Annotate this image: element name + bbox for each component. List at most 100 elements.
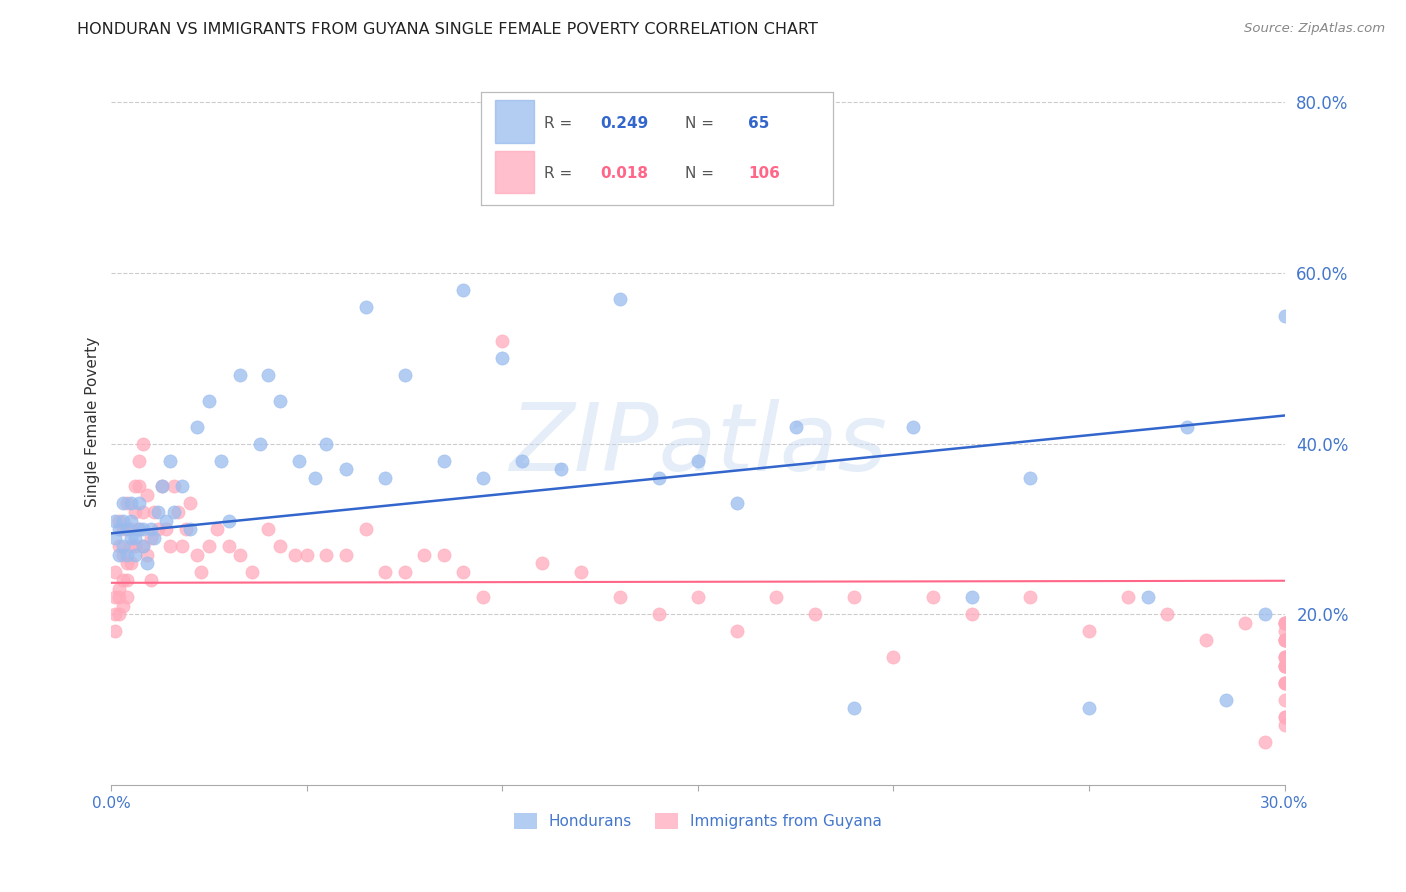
Point xyxy=(163,505,186,519)
Point xyxy=(335,548,357,562)
Point xyxy=(115,548,138,562)
Point xyxy=(256,368,278,383)
Point xyxy=(143,531,166,545)
Point xyxy=(725,624,748,639)
Point xyxy=(304,471,326,485)
Point xyxy=(124,539,146,553)
Point xyxy=(256,522,278,536)
Point xyxy=(159,454,181,468)
Text: ZIPatlas: ZIPatlas xyxy=(509,399,887,490)
Point xyxy=(530,556,553,570)
Point xyxy=(163,479,186,493)
Point xyxy=(471,591,494,605)
Point xyxy=(155,514,177,528)
Point xyxy=(240,565,263,579)
Point xyxy=(115,496,138,510)
Point xyxy=(335,462,357,476)
Point xyxy=(284,548,307,562)
Point xyxy=(569,163,592,178)
Point xyxy=(1274,675,1296,690)
Point xyxy=(844,701,866,715)
Point xyxy=(139,531,162,545)
Point xyxy=(1274,710,1296,724)
Point xyxy=(1254,607,1277,622)
Point xyxy=(167,505,190,519)
Point xyxy=(104,591,127,605)
Point xyxy=(491,334,513,349)
Point xyxy=(269,394,291,409)
Point xyxy=(229,368,252,383)
Point xyxy=(128,479,150,493)
Point xyxy=(179,522,201,536)
Point xyxy=(112,539,135,553)
Point xyxy=(609,591,631,605)
Point xyxy=(198,394,221,409)
Point xyxy=(128,496,150,510)
Point xyxy=(686,454,709,468)
Point xyxy=(131,436,153,450)
Point xyxy=(159,539,181,553)
Point xyxy=(882,650,904,665)
Point xyxy=(1136,591,1159,605)
Point xyxy=(648,471,671,485)
Point xyxy=(135,488,157,502)
Point xyxy=(960,591,983,605)
Point xyxy=(1274,710,1296,724)
Point xyxy=(550,462,572,476)
Point xyxy=(354,522,377,536)
Point xyxy=(115,574,138,588)
Point xyxy=(124,479,146,493)
Point xyxy=(104,531,127,545)
Point xyxy=(1019,591,1042,605)
Point xyxy=(131,505,153,519)
Point xyxy=(229,548,252,562)
Point xyxy=(1274,615,1296,630)
Point xyxy=(174,522,197,536)
Point xyxy=(1274,632,1296,647)
Point xyxy=(785,419,807,434)
Point xyxy=(218,514,240,528)
Point xyxy=(170,539,193,553)
Point xyxy=(453,565,475,579)
Point xyxy=(288,454,311,468)
Point xyxy=(1274,658,1296,673)
Point xyxy=(901,419,924,434)
Point xyxy=(1156,607,1178,622)
Point xyxy=(1274,692,1296,706)
Point xyxy=(609,292,631,306)
Point xyxy=(108,607,131,622)
Point xyxy=(112,599,135,613)
Point xyxy=(128,522,150,536)
Point xyxy=(433,548,456,562)
Point xyxy=(104,514,127,528)
Point xyxy=(648,607,671,622)
Point xyxy=(1078,701,1101,715)
Point xyxy=(139,574,162,588)
Point xyxy=(186,419,208,434)
Point xyxy=(1274,650,1296,665)
Point xyxy=(104,624,127,639)
Point xyxy=(190,565,212,579)
Point xyxy=(1078,624,1101,639)
Point xyxy=(135,548,157,562)
Point xyxy=(1274,615,1296,630)
Point xyxy=(186,548,208,562)
Point xyxy=(108,582,131,596)
Point xyxy=(120,539,142,553)
Point xyxy=(921,591,943,605)
Point xyxy=(179,496,201,510)
Point xyxy=(120,496,142,510)
Point xyxy=(491,351,513,366)
Point xyxy=(124,548,146,562)
Point xyxy=(1195,632,1218,647)
Point xyxy=(1274,615,1296,630)
Point xyxy=(510,454,533,468)
Point xyxy=(112,496,135,510)
Point xyxy=(1175,419,1198,434)
Point xyxy=(844,591,866,605)
Point xyxy=(104,607,127,622)
Point xyxy=(131,539,153,553)
Point xyxy=(1274,650,1296,665)
Text: HONDURAN VS IMMIGRANTS FROM GUYANA SINGLE FEMALE POVERTY CORRELATION CHART: HONDURAN VS IMMIGRANTS FROM GUYANA SINGL… xyxy=(77,22,818,37)
Point xyxy=(471,471,494,485)
